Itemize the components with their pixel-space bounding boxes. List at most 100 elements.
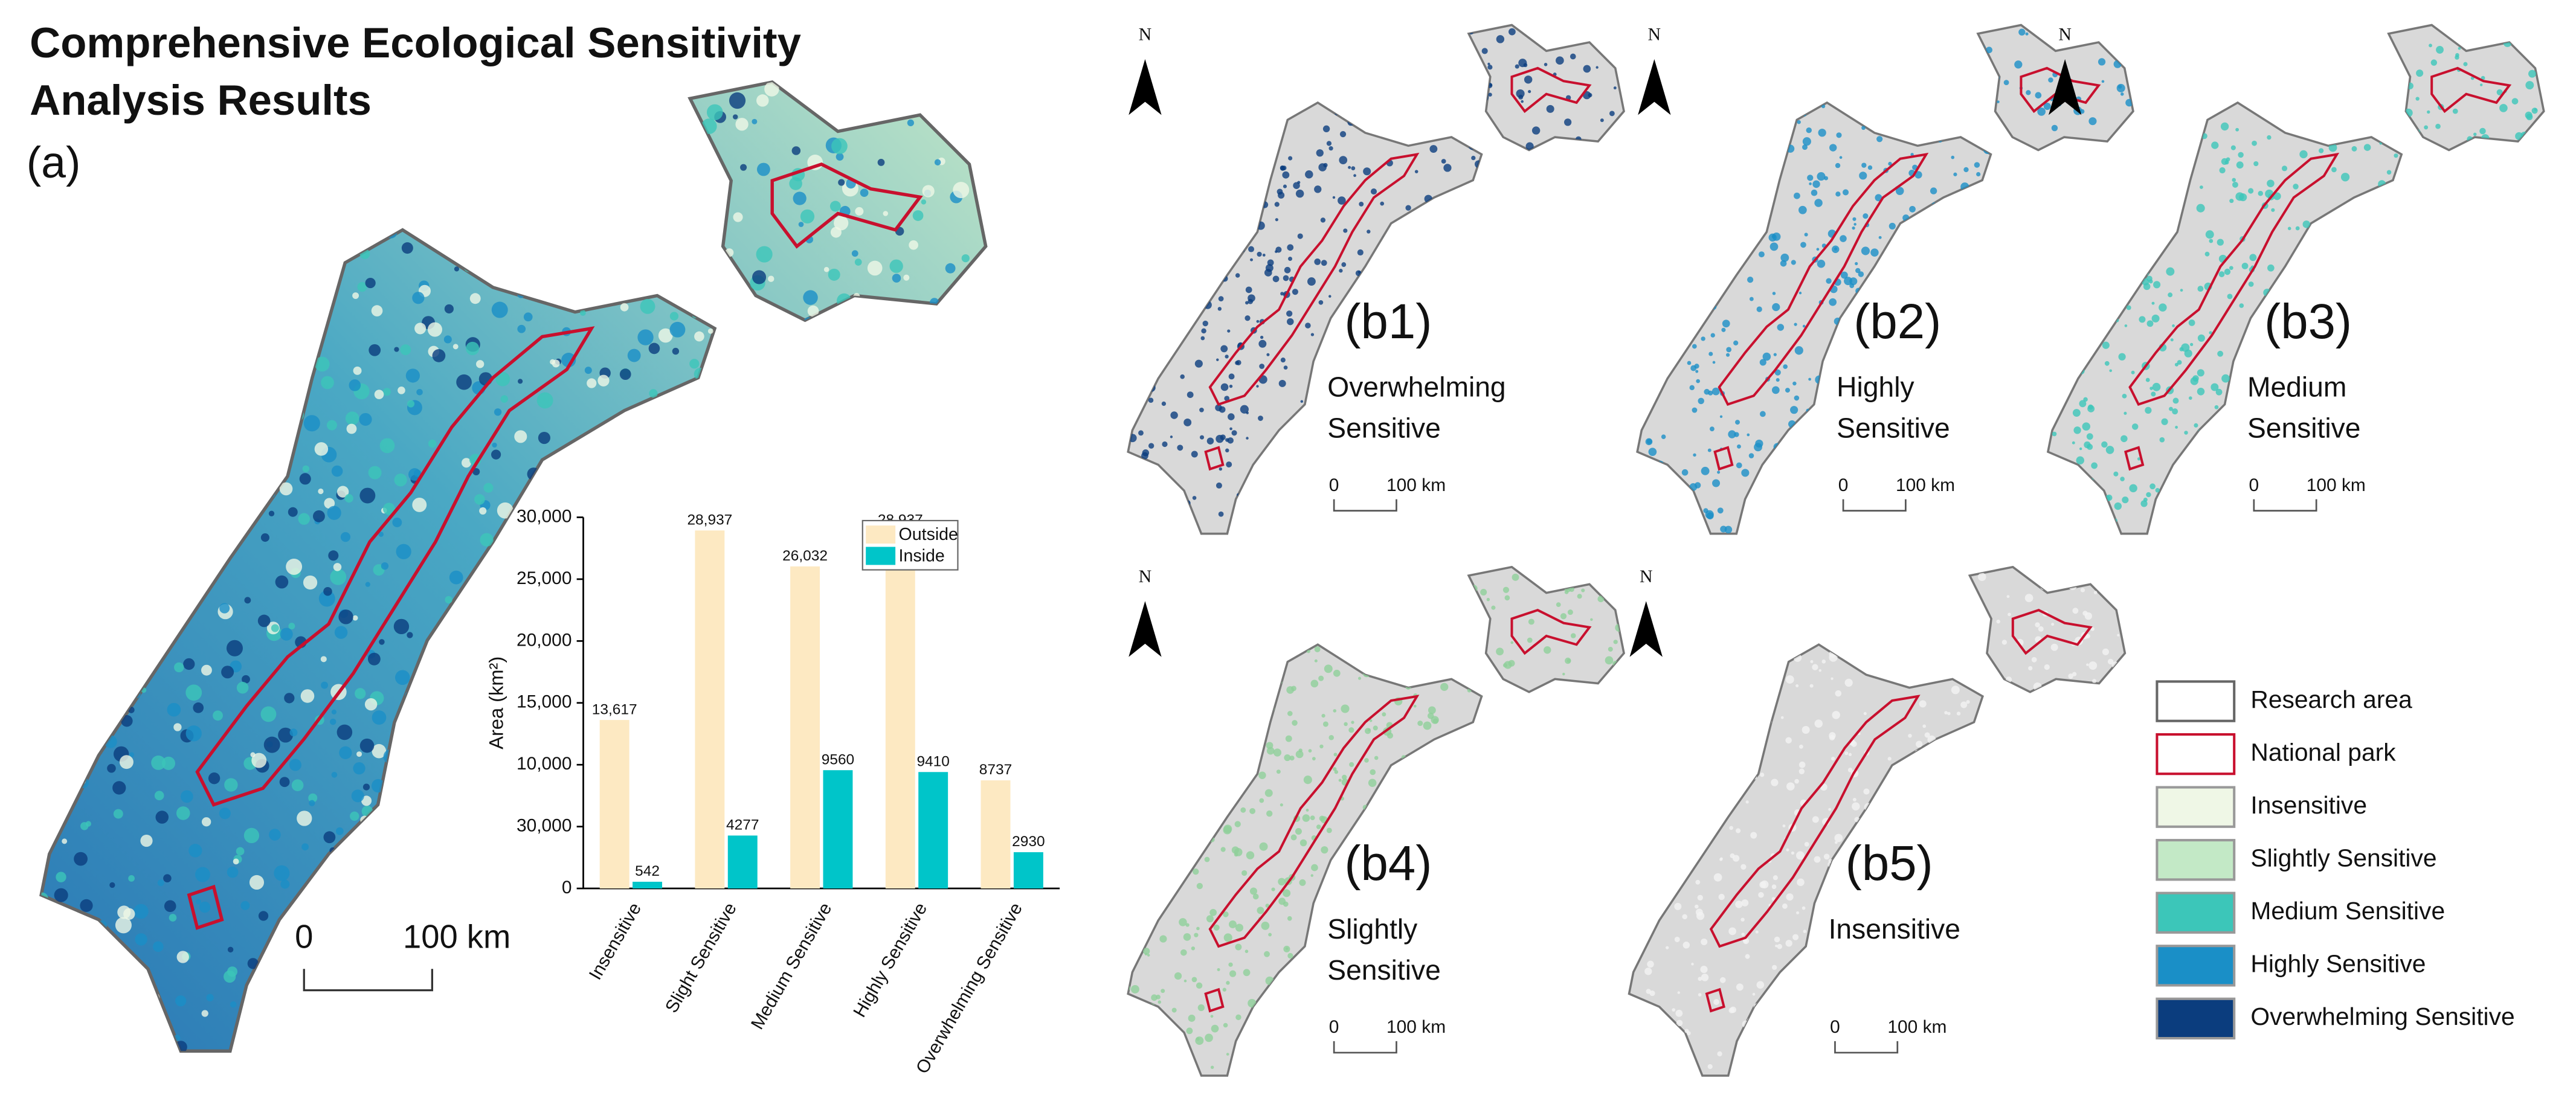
texture-dot bbox=[1165, 641, 1168, 645]
texture-dot bbox=[768, 275, 774, 282]
texture-dot bbox=[47, 740, 54, 748]
texture-dot bbox=[1805, 1056, 1811, 1061]
texture-dot bbox=[2179, 347, 2184, 352]
texture-dot bbox=[879, 940, 885, 946]
texture-dot bbox=[1821, 104, 1826, 109]
texture-dot bbox=[2003, 163, 2007, 167]
texture-dot bbox=[1713, 873, 1722, 882]
texture-dot bbox=[2238, 152, 2244, 158]
texture-dot bbox=[2088, 484, 2093, 487]
texture-dot bbox=[588, 612, 605, 628]
texture-dot bbox=[2271, 208, 2275, 212]
texture-dot bbox=[41, 742, 48, 751]
texture-dot bbox=[1287, 711, 1293, 716]
texture-dot bbox=[1494, 806, 1500, 812]
texture-dot bbox=[129, 752, 135, 757]
texture-dot bbox=[1557, 493, 1566, 501]
texture-dot bbox=[100, 989, 115, 1003]
texture-dot bbox=[875, 916, 881, 922]
texture-dot bbox=[1323, 477, 1327, 482]
texture-dot bbox=[1736, 462, 1742, 469]
texture-dot bbox=[1547, 895, 1555, 904]
texture-dot bbox=[1301, 645, 1304, 649]
texture-dot bbox=[918, 983, 930, 995]
texture-dot bbox=[610, 966, 620, 976]
texture-dot bbox=[252, 240, 260, 247]
texture-dot bbox=[320, 138, 331, 149]
texture-dot bbox=[1297, 233, 1303, 239]
texture-dot bbox=[1292, 477, 1299, 483]
texture-dot bbox=[1507, 260, 1512, 265]
texture-dot bbox=[747, 777, 758, 788]
texture-dot bbox=[1413, 269, 1417, 273]
texture-dot bbox=[1341, 79, 1347, 85]
texture-dot bbox=[1938, 959, 1942, 963]
texture-dot bbox=[2124, 411, 2127, 415]
texture-dot bbox=[181, 263, 196, 278]
texture-dot bbox=[471, 260, 483, 271]
texture-dot bbox=[437, 629, 450, 641]
texture-dot bbox=[1774, 369, 1781, 376]
texture-dot bbox=[1157, 133, 1162, 139]
texture-dot bbox=[2267, 135, 2272, 140]
texture-dot bbox=[2082, 824, 2091, 833]
texture-dot bbox=[1589, 435, 1595, 441]
texture-dot bbox=[70, 977, 86, 994]
texture-dot bbox=[792, 462, 807, 477]
texture-dot bbox=[1136, 589, 1145, 597]
texture-dot bbox=[1717, 127, 1722, 132]
texture-dot bbox=[1359, 901, 1365, 907]
texture-dot bbox=[1851, 1062, 1858, 1069]
texture-dot bbox=[694, 211, 704, 220]
texture-dot bbox=[1745, 800, 1749, 804]
texture-dot bbox=[212, 202, 225, 216]
texture-dot bbox=[1644, 760, 1649, 765]
texture-dot bbox=[1774, 936, 1780, 943]
texture-dot bbox=[1287, 916, 1292, 921]
texture-dot bbox=[1135, 1067, 1139, 1071]
texture-dot bbox=[1740, 26, 1746, 31]
texture-dot bbox=[1354, 112, 1359, 117]
texture-dot bbox=[2151, 314, 2160, 323]
texture-dot bbox=[1785, 737, 1792, 744]
north-arrow bbox=[1129, 601, 1162, 657]
texture-dot bbox=[819, 477, 826, 484]
texture-dot bbox=[1987, 479, 1992, 484]
texture-dot bbox=[1736, 196, 1740, 201]
texture-dot bbox=[41, 928, 57, 944]
texture-dot bbox=[119, 755, 134, 769]
texture-dot bbox=[1884, 950, 1892, 959]
legend-label: Inside bbox=[899, 546, 945, 565]
texture-dot bbox=[1554, 867, 1563, 876]
texture-dot bbox=[1798, 768, 1805, 774]
texture-dot bbox=[581, 520, 590, 530]
texture-dot bbox=[1550, 171, 1556, 177]
texture-dot bbox=[213, 710, 223, 721]
texture-dot bbox=[1850, 25, 1858, 31]
texture-dot bbox=[2409, 484, 2415, 489]
texture-dot bbox=[1416, 530, 1422, 534]
texture-dot bbox=[1593, 934, 1602, 943]
texture-dot bbox=[687, 281, 700, 293]
texture-dot bbox=[394, 347, 399, 352]
texture-dot bbox=[1677, 991, 1680, 994]
texture-dot bbox=[1956, 782, 1959, 786]
texture-dot bbox=[321, 170, 327, 177]
texture-dot bbox=[1693, 737, 1702, 746]
texture-dot bbox=[428, 439, 437, 448]
texture-dot bbox=[660, 626, 667, 633]
texture-dot bbox=[1432, 991, 1435, 995]
texture-dot bbox=[1609, 111, 1615, 117]
texture-dot bbox=[1132, 855, 1138, 861]
texture-dot bbox=[2032, 312, 2038, 319]
texture-dot bbox=[2044, 664, 2050, 670]
texture-dot bbox=[1579, 431, 1588, 439]
texture-dot bbox=[1211, 811, 1217, 817]
texture-dot bbox=[2358, 107, 2362, 111]
texture-dot bbox=[48, 262, 63, 275]
texture-dot bbox=[2389, 498, 2394, 502]
texture-dot bbox=[1176, 792, 1184, 800]
texture-dot bbox=[2386, 199, 2395, 208]
texture-dot bbox=[677, 405, 692, 420]
texture-dot bbox=[1585, 502, 1588, 506]
